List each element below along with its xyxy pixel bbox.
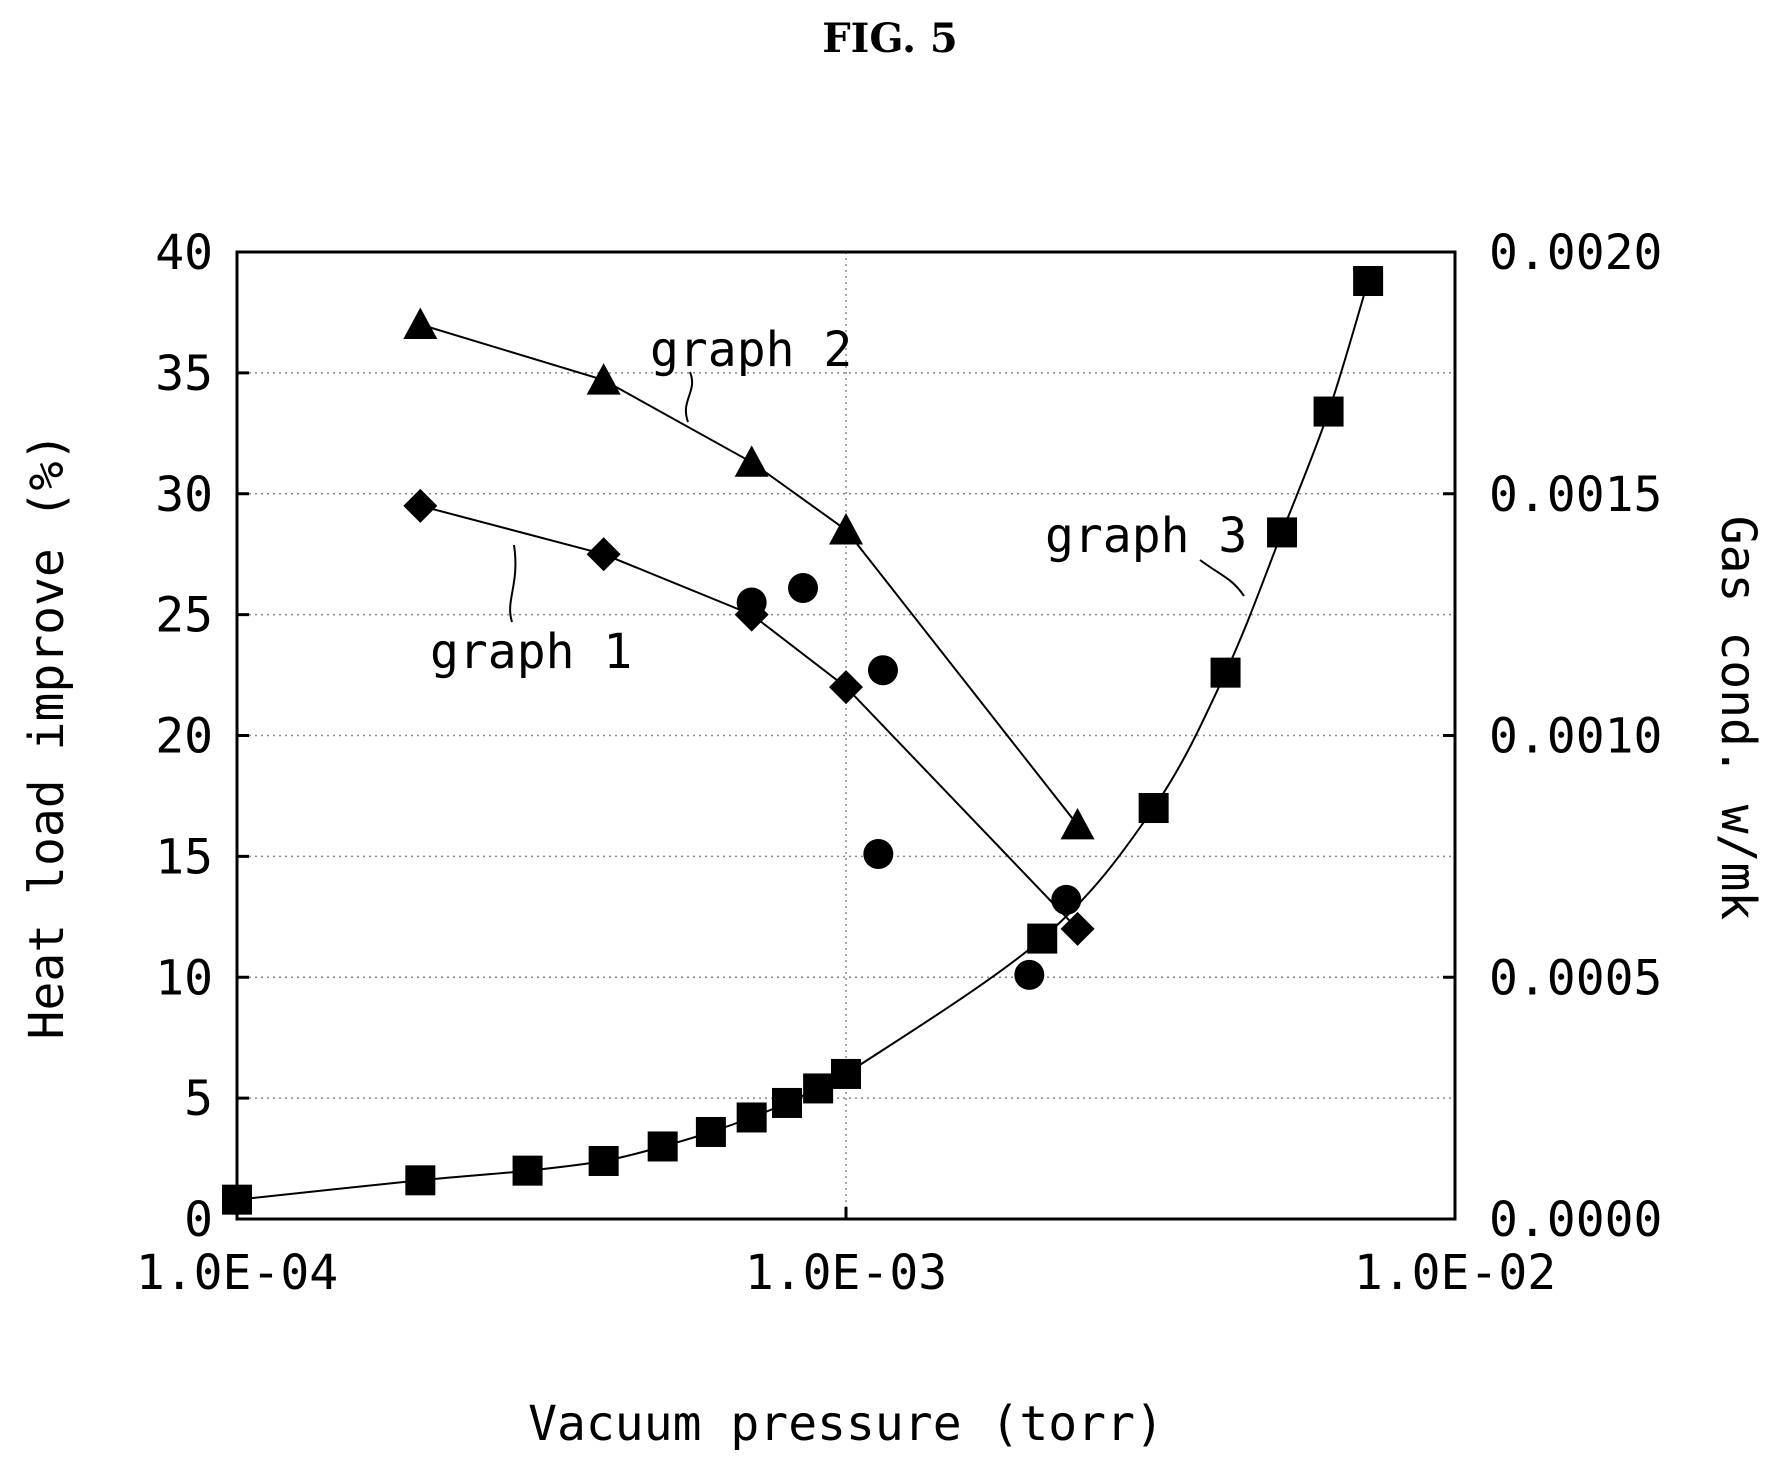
graph-3-square-marker [588, 1145, 619, 1176]
graph-2-leader-line [684, 371, 694, 423]
graph-3-square-marker [1210, 657, 1241, 688]
x-tick-label: 1.0E-03 [745, 1245, 947, 1301]
unlabeled-points-circle-marker [736, 587, 767, 618]
grid-lines [237, 252, 1455, 1219]
graph-2-triangle-marker [1060, 807, 1095, 840]
unlabeled-points-circle-marker [867, 655, 898, 686]
graph-3-line [236, 280, 1370, 1201]
graph-3-square-marker [736, 1102, 767, 1133]
y-left-tick-label: 25 [155, 588, 213, 644]
graph-1-diamond-marker [586, 537, 621, 572]
axis-ticks: 0 5 10 15 20 25 30 35 40 0.0000 0.0005 0.0010 0.0015… [136, 225, 1663, 1301]
graph-2-line [420, 323, 1079, 826]
unlabeled-points-circle-marker [1014, 959, 1045, 990]
graph-3-square-marker [1353, 266, 1384, 297]
y-left-tick-label: 10 [155, 950, 213, 1006]
graph-3-square-marker [1313, 396, 1344, 427]
graph-3-square-marker [803, 1073, 834, 1104]
graph-3-square-marker [831, 1058, 861, 1089]
y-left-tick-label: 35 [155, 346, 213, 402]
graph-2-triangle-marker [829, 513, 863, 545]
y-left-tick-label: 5 [184, 1071, 213, 1127]
y-right-tick-label: 0.0005 [1489, 950, 1662, 1006]
graph-2-triangle-marker [403, 307, 438, 339]
graph-2-triangle-marker [586, 363, 621, 395]
y-axis-right-title: Gas cond. w/mk [1710, 516, 1766, 921]
y-axis-left-title: Heat load improve (%) [19, 433, 75, 1040]
graph-1-diamond-marker [829, 670, 863, 705]
y-right-tick-label: 0.0015 [1489, 467, 1662, 523]
graph-3-square-marker [647, 1131, 678, 1162]
graph-3-square-marker [771, 1087, 802, 1118]
annotation-graph-2: graph 2 [650, 322, 852, 378]
y-right-tick-label: 0.0010 [1489, 709, 1662, 765]
y-left-tick-label: 30 [155, 467, 213, 523]
data-markers [222, 266, 1384, 1215]
graph-3-square-marker [512, 1155, 543, 1186]
graph-3-square-marker [405, 1165, 436, 1196]
series-lines [236, 280, 1370, 1201]
x-tick-label: 1.0E-02 [1354, 1245, 1556, 1301]
unlabeled-points-circle-marker [863, 838, 894, 869]
unlabeled-points-circle-marker [1051, 884, 1082, 915]
annotation-leaders [509, 371, 1245, 623]
graph-1-line [420, 504, 1079, 930]
figure-title: FIG. 5 [822, 15, 958, 62]
graph-3-square-marker [1138, 793, 1169, 824]
y-left-tick-label: 15 [155, 829, 213, 885]
annotation-graph-1: graph 1 [430, 624, 632, 680]
graph-1-leader-line [509, 544, 517, 623]
y-left-tick-label: 20 [155, 709, 213, 765]
y-left-tick-label: 0 [184, 1192, 213, 1248]
graph-1-diamond-marker [1060, 911, 1095, 946]
graph-3-square-marker [1267, 517, 1298, 548]
y-left-tick-label: 40 [155, 225, 213, 281]
graph-3-leader-line [1199, 559, 1245, 597]
graph-1-diamond-marker [403, 488, 438, 523]
graph-3-square-marker [222, 1184, 252, 1215]
annotation-graph-3: graph 3 [1045, 508, 1247, 564]
graph-3-square-marker [695, 1116, 726, 1147]
graph-3-square-marker [1027, 923, 1058, 954]
y-right-tick-label: 0.0000 [1489, 1192, 1662, 1248]
x-tick-label: 1.0E-04 [136, 1245, 338, 1301]
y-right-tick-label: 0.0020 [1489, 225, 1662, 281]
x-axis-title: Vacuum pressure (torr) [528, 1396, 1164, 1452]
unlabeled-points-circle-marker [788, 573, 819, 604]
graph-2-triangle-marker [734, 445, 769, 477]
